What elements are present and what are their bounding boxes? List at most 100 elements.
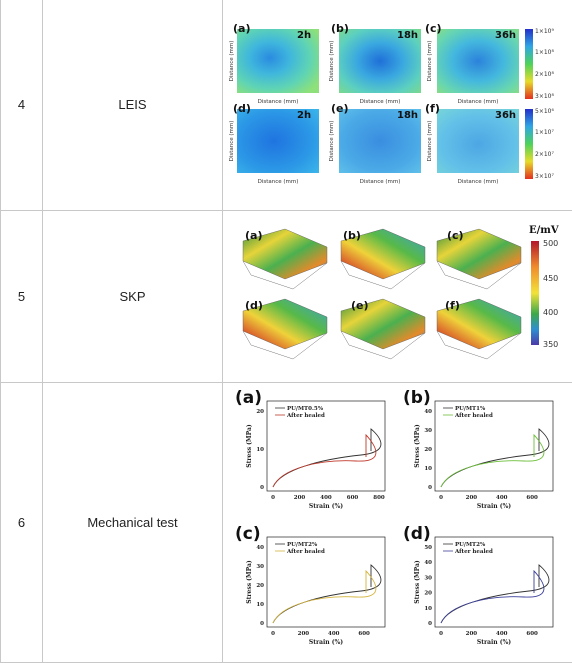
stress-curve-original xyxy=(273,565,381,623)
x-tick-label: 0 xyxy=(271,495,275,501)
y-tick-label: 50 xyxy=(424,545,432,551)
x-axis-label: Distance (mm) xyxy=(360,179,401,185)
x-tick-label: 600 xyxy=(347,495,359,501)
legend-entry: PU/MT1% xyxy=(455,406,486,412)
x-tick-label: 0 xyxy=(439,495,443,501)
leis-figure-cell: (a) 2h (b) 18h (c) 36h Distance (mm) Dis… xyxy=(223,0,572,211)
y-tick-label: 0 xyxy=(428,621,432,627)
y-axis-label: Distance (mm) xyxy=(329,41,335,82)
panel-label: (e) xyxy=(331,102,349,115)
x-axis-label: Distance (mm) xyxy=(360,99,401,105)
panel-label: (d) xyxy=(403,524,431,544)
method-name: Mechanical test xyxy=(43,383,223,663)
leis-colorbar-top: 1×10⁹ 1×10⁸ 2×10⁸ 3×10⁸ xyxy=(525,28,554,100)
x-axis-label: Strain (%) xyxy=(477,503,511,510)
panel-label: (c) xyxy=(235,524,261,544)
skp-figure: (a) (b) (c) (d) xyxy=(223,211,572,377)
panel-time: 18h xyxy=(397,110,418,121)
colorbar-tick: 400 xyxy=(543,308,558,317)
panel-time: 36h xyxy=(495,110,516,121)
leis-map-e: (e) 18h xyxy=(331,102,421,173)
y-tick-label: 30 xyxy=(424,575,432,581)
colorbar-tick: 1×10⁸ xyxy=(535,49,554,56)
legend-entry: After healed xyxy=(286,549,325,555)
leis-map-c: (c) 36h xyxy=(425,22,519,93)
y-tick-label: 40 xyxy=(424,409,432,415)
panel-label: (a) xyxy=(245,229,262,242)
skp-surface-e: (e) xyxy=(341,299,425,359)
x-tick-label: 400 xyxy=(328,631,340,637)
skp-surface-b: (b) xyxy=(341,229,425,289)
leis-map-b: (b) 18h xyxy=(331,22,421,93)
skp-surface-f: (f) xyxy=(437,299,521,359)
panel-label: (d) xyxy=(245,299,263,312)
panel-label: (b) xyxy=(331,22,349,35)
x-tick-label: 400 xyxy=(496,631,508,637)
x-tick-label: 400 xyxy=(320,495,332,501)
panel-time: 2h xyxy=(297,110,311,121)
y-tick-label: 40 xyxy=(256,545,264,551)
legend-entry: PU/MT0.5% xyxy=(287,406,324,412)
x-tick-label: 600 xyxy=(358,631,370,637)
legend-entry: After healed xyxy=(286,413,325,419)
y-tick-label: 0 xyxy=(260,485,264,491)
colorbar-tick: 2×10⁸ xyxy=(535,71,554,78)
colorbar-tick: 3×10⁷ xyxy=(535,173,554,180)
leis-map-a: (a) 2h xyxy=(233,22,319,93)
y-axis-label: Stress (MPa) xyxy=(246,424,253,468)
y-tick-label: 10 xyxy=(256,447,264,453)
y-tick-label: 30 xyxy=(256,564,264,570)
y-axis-label: Stress (MPa) xyxy=(414,424,421,468)
leis-figure: (a) 2h (b) 18h (c) 36h Distance (mm) Dis… xyxy=(223,0,572,205)
colorbar-tick: 5×10⁶ xyxy=(535,108,554,115)
y-tick-label: 0 xyxy=(428,485,432,491)
y-tick-label: 30 xyxy=(424,428,432,434)
x-axis-label: Distance (mm) xyxy=(458,99,499,105)
y-axis-label: Stress (MPa) xyxy=(414,560,421,604)
panel-label: (d) xyxy=(233,102,251,115)
y-tick-label: 20 xyxy=(424,447,432,453)
y-axis-label: Distance (mm) xyxy=(329,121,335,162)
colorbar-tick: 500 xyxy=(543,239,558,248)
panel-label: (f) xyxy=(425,102,440,115)
plot-frame xyxy=(267,537,385,627)
panel-label: (e) xyxy=(351,299,369,312)
y-tick-label: 10 xyxy=(424,606,432,612)
skp-surface-c: (c) xyxy=(437,229,521,289)
table-row: 5 SKP xyxy=(1,211,572,383)
x-axis-label: Strain (%) xyxy=(477,639,511,646)
x-axis-label: Distance (mm) xyxy=(458,179,499,185)
leis-map-d: (d) 2h xyxy=(233,102,319,173)
colorbar-tick: 350 xyxy=(543,340,558,349)
panel-time: 2h xyxy=(297,30,311,41)
x-tick-label: 800 xyxy=(373,495,385,501)
legend-entry: PU/MT2% xyxy=(455,542,486,548)
panel-label: (f) xyxy=(445,299,460,312)
colorbar-tick: 3×10⁸ xyxy=(535,93,554,100)
y-tick-label: 20 xyxy=(256,409,264,415)
method-name: LEIS xyxy=(43,0,223,211)
y-tick-label: 20 xyxy=(256,583,264,589)
leis-map-f: (f) 36h xyxy=(425,102,519,173)
stress-curve-original xyxy=(441,565,549,623)
panel-label: (c) xyxy=(425,22,442,35)
y-axis-label: Distance (mm) xyxy=(427,41,433,82)
x-tick-label: 600 xyxy=(526,495,538,501)
table-row: 6 Mechanical test (a)PU/MT0.5%After heal… xyxy=(1,383,572,663)
x-tick-label: 200 xyxy=(294,495,306,501)
panel-label: (c) xyxy=(447,229,464,242)
panel-label: (b) xyxy=(403,388,431,408)
x-tick-label: 0 xyxy=(439,631,443,637)
row-number: 6 xyxy=(1,383,43,663)
y-axis-label: Stress (MPa) xyxy=(246,560,253,604)
x-axis-label: Strain (%) xyxy=(309,503,343,510)
stress-curve-original xyxy=(273,429,381,487)
row-number: 5 xyxy=(1,211,43,383)
panel-label: (b) xyxy=(343,229,361,242)
plot-frame xyxy=(267,401,385,491)
plot-frame xyxy=(435,537,553,627)
skp-surface-d: (d) xyxy=(243,299,327,359)
